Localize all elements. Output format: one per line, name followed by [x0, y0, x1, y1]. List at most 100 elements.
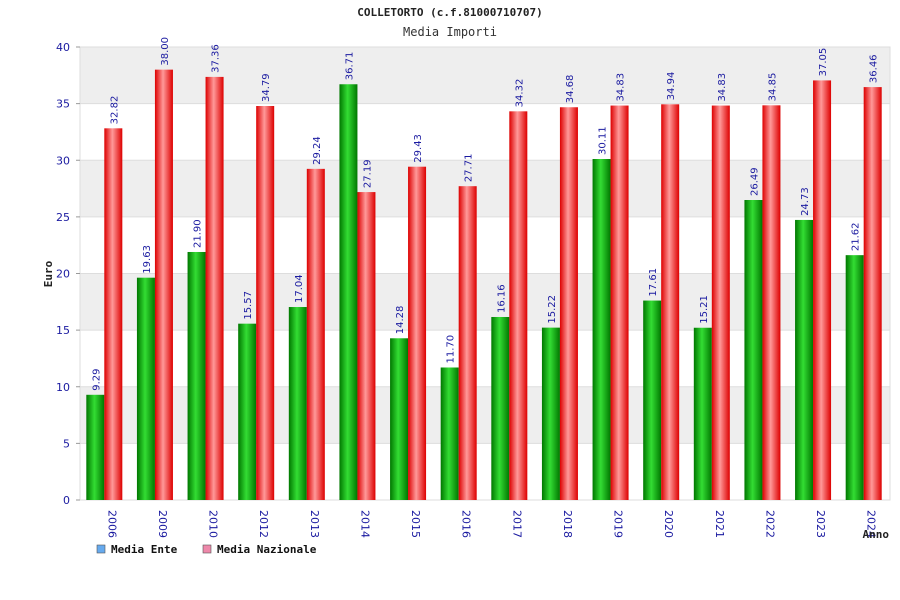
bar-media-nazionale	[154, 69, 173, 501]
x-tick-label: 2014	[358, 510, 371, 538]
x-tick-label: 2010	[207, 510, 220, 538]
bar-media-nazionale	[408, 166, 427, 500]
data-label: 30.11	[598, 126, 609, 155]
legend-label: Media Ente	[111, 543, 178, 556]
y-tick-label: 5	[63, 437, 70, 450]
data-label: 34.85	[767, 73, 778, 102]
x-tick-label: 2019	[612, 510, 625, 538]
data-label: 32.82	[109, 96, 120, 125]
y-axis-title: Euro	[42, 260, 55, 287]
bar-media-nazionale	[813, 80, 832, 500]
bar-media-ente	[440, 367, 459, 500]
x-axis: 2006 2009 2010 2012 2013 2014 2015 2016 2017 2018…	[105, 510, 877, 538]
bar-media-ente	[845, 255, 864, 500]
data-label: 15.21	[699, 295, 710, 324]
x-tick-label: 2018	[561, 510, 574, 538]
data-label: 19.63	[142, 245, 153, 274]
legend-swatch	[96, 544, 106, 554]
bar-media-nazionale	[306, 168, 325, 500]
data-label: 17.61	[648, 268, 659, 297]
y-tick-label: 0	[63, 494, 70, 507]
data-label: 14.28	[395, 306, 406, 335]
data-label: 34.83	[616, 73, 627, 102]
bar-media-ente	[643, 300, 662, 500]
chart-subtitle: Media Importi	[403, 25, 497, 39]
bar-media-ente	[592, 159, 611, 500]
data-labels-group: 9.29 32.82 19.63 38.00 21.90 37.36 15.57 34.79 1…	[91, 37, 879, 391]
bar-media-ente	[390, 338, 409, 500]
x-tick-label: 2015	[409, 510, 422, 538]
data-label: 27.71	[464, 154, 475, 183]
data-label: 29.24	[312, 136, 323, 165]
bar-media-ente	[744, 200, 763, 501]
chart-title: COLLETORTO (c.f.81000710707)	[357, 6, 543, 19]
data-label: 34.79	[261, 73, 272, 102]
bar-media-nazionale	[357, 192, 376, 501]
data-label: 34.68	[565, 75, 576, 104]
y-tick-label: 35	[56, 98, 70, 111]
data-label: 21.62	[851, 223, 862, 252]
bar-media-nazionale	[661, 104, 680, 500]
data-label: 11.70	[446, 335, 457, 364]
x-tick-label: 2021	[713, 510, 726, 538]
x-tick-label: 2006	[105, 510, 118, 538]
data-label: 26.49	[749, 167, 760, 196]
x-tick-label: 2022	[763, 510, 776, 538]
bar-media-ente	[693, 327, 712, 500]
data-label: 36.46	[869, 54, 880, 83]
data-label: 36.71	[344, 52, 355, 81]
bar-media-nazionale	[256, 106, 275, 501]
x-tick-label: 2013	[308, 510, 321, 538]
bar-media-nazionale	[610, 105, 629, 501]
bar-media-nazionale	[205, 76, 224, 500]
y-tick-label: 30	[56, 154, 70, 167]
y-axis: 0 5 10 15 20 25 30 35 40	[56, 41, 80, 507]
x-tick-label: 2023	[814, 510, 827, 538]
data-label: 21.90	[193, 219, 204, 248]
data-label: 16.16	[496, 284, 507, 313]
bar-media-nazionale	[104, 128, 123, 500]
y-tick-label: 25	[56, 211, 70, 224]
data-label: 27.19	[362, 159, 373, 188]
legend-label: Media Nazionale	[217, 543, 317, 556]
data-label: 34.83	[717, 73, 728, 102]
x-tick-label: 2017	[510, 510, 523, 538]
data-label: 17.04	[294, 274, 305, 303]
bar-media-nazionale	[863, 87, 882, 500]
x-tick-label: 2016	[460, 510, 473, 538]
bar-media-ente	[187, 251, 206, 500]
bar-media-nazionale	[458, 186, 477, 500]
bar-media-ente	[238, 323, 257, 500]
bar-media-nazionale	[762, 105, 781, 500]
data-label: 29.43	[413, 134, 424, 163]
y-tick-label: 15	[56, 324, 70, 337]
bar-media-ente	[288, 307, 307, 500]
legend-swatch	[202, 544, 212, 554]
data-label: 37.05	[818, 48, 829, 77]
bar-media-ente	[86, 394, 105, 500]
bar-media-ente	[339, 84, 358, 500]
data-label: 34.32	[514, 79, 525, 108]
y-tick-label: 20	[56, 268, 70, 281]
x-tick-label: 2009	[156, 510, 169, 538]
x-tick-label: 2020	[662, 510, 675, 538]
y-tick-label: 40	[56, 41, 70, 54]
data-label: 34.94	[666, 72, 677, 101]
data-label: 38.00	[160, 37, 171, 66]
legend: Media Ente Media Nazionale	[96, 543, 317, 556]
bar-media-ente	[136, 277, 155, 500]
bar-media-ente	[491, 316, 510, 500]
x-tick-label: 2024	[865, 510, 878, 538]
data-label: 15.57	[243, 291, 254, 320]
data-label: 15.22	[547, 295, 558, 324]
bar-media-ente	[541, 327, 560, 500]
x-tick-label: 2012	[257, 510, 270, 538]
data-label: 37.36	[211, 44, 222, 73]
bars-group	[86, 69, 882, 501]
x-axis-title: Anno	[863, 528, 890, 541]
bar-media-nazionale	[509, 111, 528, 501]
data-label: 9.29	[91, 369, 102, 391]
data-label: 24.73	[800, 187, 811, 216]
bar-media-nazionale	[559, 107, 578, 501]
